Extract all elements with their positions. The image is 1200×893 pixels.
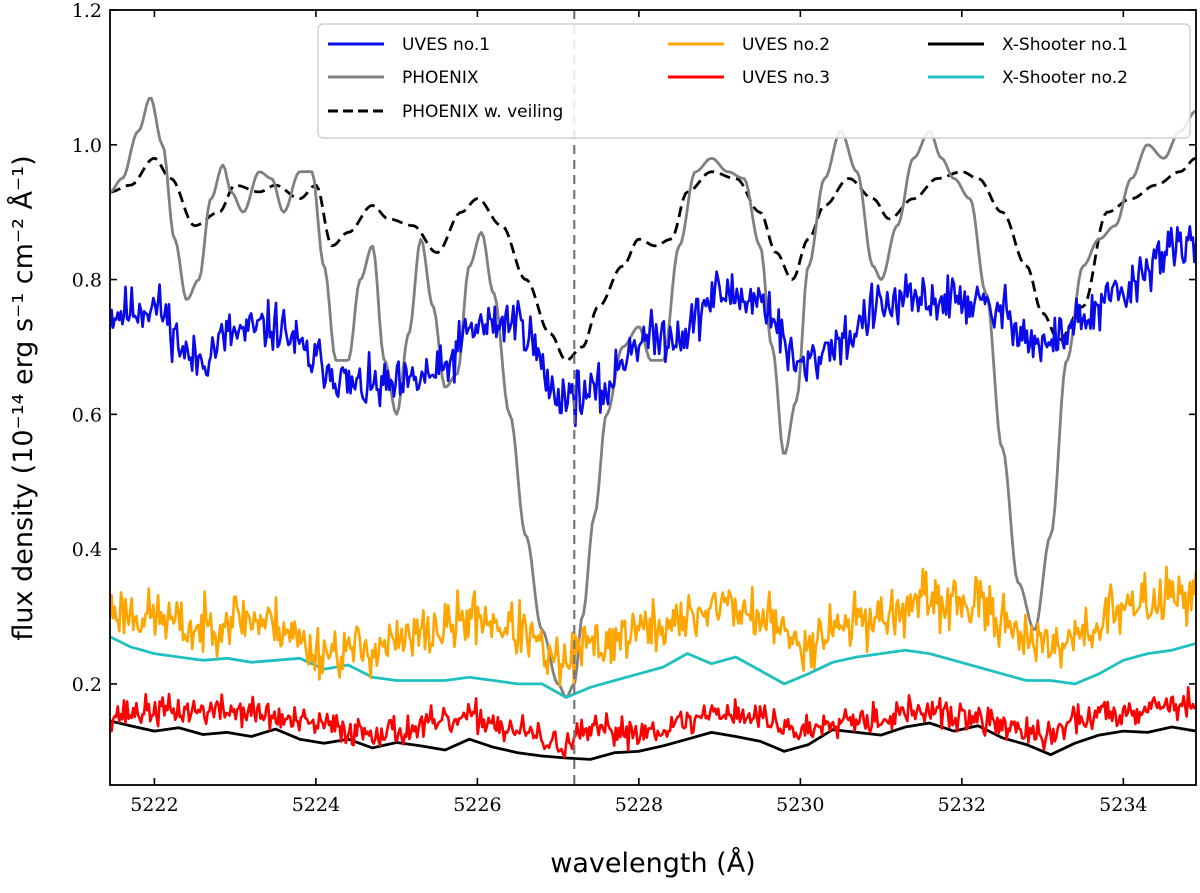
y-tick-label: 0.6: [72, 404, 102, 426]
series-line-x-shooter-no-2: [110, 635, 1196, 699]
legend-label-x-shooter-no-1: X-Shooter no.1: [1002, 35, 1128, 55]
legend-label-uves-no-3: UVES no.3: [742, 68, 830, 88]
legend-label-x-shooter-no-2: X-Shooter no.2: [1002, 68, 1128, 88]
y-tick-label: 1.0: [72, 135, 102, 157]
x-tick-label: 5222: [130, 794, 178, 816]
x-tick-label: 5234: [1099, 794, 1147, 816]
x-tick-label: 5230: [776, 794, 824, 816]
series-layer: [110, 10, 1196, 785]
y-tick-label: 0.8: [72, 270, 102, 292]
series-line-uves-no-2: [110, 565, 1196, 687]
legend-label-uves-no-1: UVES no.1: [402, 35, 490, 55]
plot-frame: [109, 9, 1197, 786]
legend-label-phoenix-w-veiling: PHOENIX w. veiling: [402, 102, 563, 122]
series-line-x-shooter-no-1: [110, 719, 1196, 761]
series-line-phoenix: [110, 96, 1196, 699]
y-tick-label: 0.4: [72, 539, 102, 561]
y-tick-label: 1.2: [72, 0, 102, 22]
x-axis-label: wavelength (Å): [550, 847, 755, 879]
series-line-uves-no-3: [110, 686, 1196, 759]
legend: UVES no.1 UVES no.2 X-Shooter no.1 PHOENIX U…: [317, 23, 1191, 139]
x-tick-label: 5228: [615, 794, 663, 816]
legend-label-phoenix: PHOENIX: [402, 68, 479, 88]
series-line-uves-no-1: [110, 225, 1196, 428]
y-axis-label: flux density (10⁻¹⁴ erg s⁻¹ cm⁻² Å⁻¹): [7, 155, 39, 640]
y-tick-label: 0.2: [72, 674, 102, 696]
x-tick-label: 5224: [292, 794, 340, 816]
axes-layer: 5222 5224 5226 5228 5230 5232 5234 0.2 0.4 0.6 0.8…: [72, 0, 1197, 816]
x-tick-label: 5232: [938, 794, 986, 816]
legend-box: [317, 23, 1191, 139]
legend-label-uves-no-2: UVES no.2: [742, 35, 830, 55]
x-tick-label: 5226: [453, 794, 501, 816]
